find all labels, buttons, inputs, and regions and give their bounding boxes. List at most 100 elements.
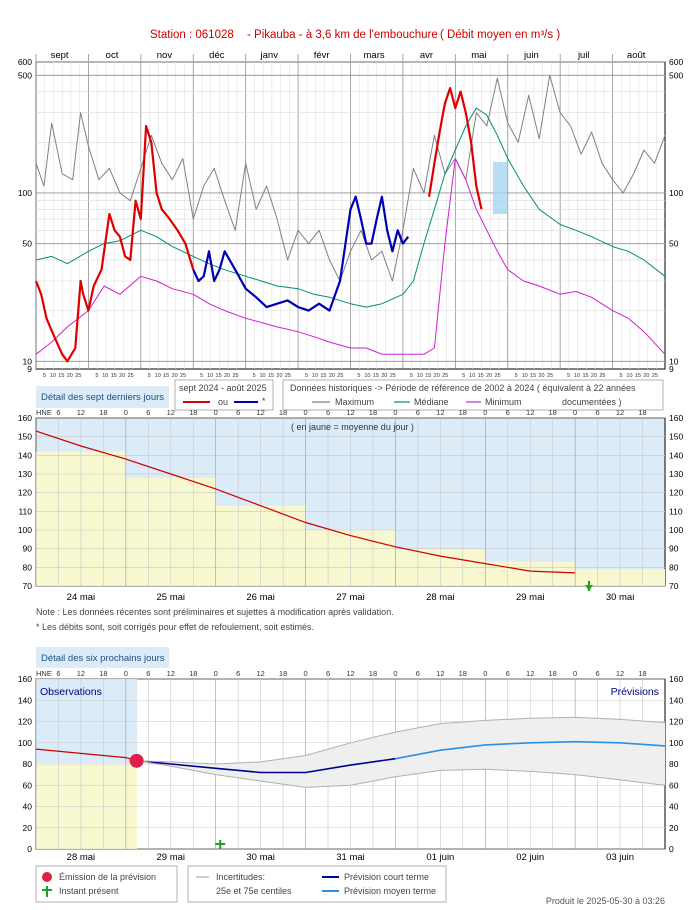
last7-y-tick-right: 120 [669, 488, 683, 498]
annual-day-tick: 20 [434, 373, 440, 379]
annual-chart: sept oct nov déc janv févr mars avr mai juin juil a… [18, 50, 684, 379]
annual-day-tick: 5 [148, 373, 151, 379]
title-name: - Pikauba - à 3,6 km de l'embouchure [247, 29, 438, 41]
legend-mediane-label: Médiane [414, 397, 449, 407]
annual-day-tick: 10 [102, 373, 108, 379]
last7-hour-label: 12 [167, 408, 175, 417]
forecast-observations-label: Observations [40, 686, 102, 698]
annual-day-tick: 10 [260, 373, 266, 379]
footer-produced: Produit le 2025-05-30 à 03:26 [546, 896, 665, 906]
last7-hour-label: 12 [256, 408, 264, 417]
last7-series [35, 430, 576, 574]
forecast-observed-mean [36, 763, 137, 849]
annual-y-tick-right: 600 [669, 57, 683, 67]
annual-y-tick-right: 100 [669, 188, 683, 198]
annual-day-tick: 20 [591, 373, 597, 379]
annual-day-tick: 20 [67, 373, 73, 379]
last7-y-tick-left: 70 [23, 581, 33, 591]
annual-day-tick: 15 [478, 373, 484, 379]
annual-day-tick: 5 [357, 373, 360, 379]
annual-day-tick: 15 [111, 373, 117, 379]
annual-day-tick: 15 [582, 373, 588, 379]
annual-day-tick: 25 [547, 373, 553, 379]
last7-hour-label: 6 [326, 408, 330, 417]
forecast-legend-box-left [35, 865, 178, 903]
forecast-legend-box-right [187, 865, 447, 903]
title-units: ( Débit moyen en m³/s ) [440, 29, 560, 41]
last7-hour-label: 18 [189, 408, 197, 417]
legend-centiles-label: 25e et 75e centiles [216, 886, 292, 896]
forecast-y-tick-labels-left: 0 20 40 60 80 100 120 140 160 [18, 674, 32, 854]
forecast-hour-label: 12 [526, 669, 534, 678]
period-legend-star: * [262, 396, 266, 406]
annual-month-label: avr [420, 50, 433, 61]
forecast-hour-label: 12 [77, 669, 85, 678]
last7-hour-label: 0 [573, 408, 577, 417]
annual-series-current-estimated [192, 195, 410, 312]
forecast-day-label: 31 mai [336, 852, 365, 863]
annual-day-tick: 5 [200, 373, 203, 379]
forecast-hour-label: 18 [638, 669, 646, 678]
annual-day-tick: 15 [425, 373, 431, 379]
last7-day-label: 25 mai [157, 592, 186, 603]
last7-y-tick-right: 70 [669, 581, 679, 591]
annual-day-tick: 15 [635, 373, 641, 379]
forecast-y-tick-right: 40 [669, 802, 679, 812]
forecast-y-tick-left: 140 [18, 695, 32, 705]
forecast-series [35, 716, 666, 788]
forecast-hour-label: 18 [549, 669, 557, 678]
forecast-y-tick-left: 80 [23, 759, 33, 769]
last7-hour-label: 0 [303, 408, 307, 417]
annual-day-tick: 20 [486, 373, 492, 379]
annual-month-label: oct [106, 50, 119, 61]
legend-minimum-label: Minimum [485, 397, 522, 407]
forecast-y-tick-right: 0 [669, 844, 674, 854]
forecast-hour-label: 12 [256, 669, 264, 678]
last7-grid [35, 417, 665, 587]
annual-day-tick: 10 [417, 373, 423, 379]
annual-y-tick-left: 600 [18, 57, 32, 67]
historical-legend-box [282, 379, 664, 411]
annual-y-tick-right: 50 [669, 239, 679, 249]
legend-emission-icon [42, 872, 52, 882]
forecast-hour-label: 12 [167, 669, 175, 678]
historical-legend-title: Données historiques -> Période de référe… [290, 383, 636, 393]
last7-yellow-note: ( en jaune = moyenne du jour ) [291, 422, 414, 432]
forecast-hour-label: 6 [56, 669, 60, 678]
note-preliminary: Note : Les données récentes sont prélimi… [36, 607, 394, 617]
annual-highlight-box [493, 162, 507, 214]
forecast-hour-label: 18 [459, 669, 467, 678]
forecast-hour-label: 18 [369, 669, 377, 678]
annual-day-tick: 10 [50, 373, 56, 379]
forecast-series-p75 [136, 716, 666, 765]
last7-series-flow [35, 430, 576, 574]
last7-y-tick-left: 80 [23, 562, 33, 572]
last7-y-tick-left: 100 [18, 525, 32, 535]
last7-hour-label: 6 [506, 408, 510, 417]
legend-present-label: Instant présent [59, 886, 119, 896]
forecast-day-label: 28 mai [67, 852, 96, 863]
annual-day-tick: 15 [320, 373, 326, 379]
annual-y-tick-left: 500 [18, 70, 32, 80]
historical-legend-sub: documentées ) [562, 397, 622, 407]
forecast-hour-label: 18 [279, 669, 287, 678]
forecast-uncertainty-band [136, 717, 666, 788]
forecast-hour-label: 6 [146, 669, 150, 678]
last7-section-tab [36, 386, 169, 408]
legend-uncert-label: Incertitudes: [216, 872, 265, 882]
forecast-hour-label: 12 [436, 669, 444, 678]
forecast-previsions-label: Prévisions [611, 686, 659, 698]
annual-day-tick: 5 [462, 373, 465, 379]
last7-hour-label: 6 [56, 408, 60, 417]
period-legend-or: ou [218, 397, 228, 407]
forecast-day-label: 30 mai [246, 852, 275, 863]
last7-y-tick-left: 130 [18, 469, 32, 479]
last7-y-tick-labels-left: 70 80 90 100 110 120 130 140 150 160 [18, 413, 32, 591]
annual-day-tick: 15 [530, 373, 536, 379]
annual-y-tick-left: 9 [27, 364, 32, 374]
forecast-hour-label: 0 [393, 669, 397, 678]
annual-month-label: janv [260, 50, 279, 61]
forecast-hour-label: 6 [326, 669, 330, 678]
last7-y-tick-labels-right: 70 80 90 100 110 120 130 140 150 160 [669, 413, 683, 591]
last7-y-tick-left: 110 [18, 506, 32, 516]
